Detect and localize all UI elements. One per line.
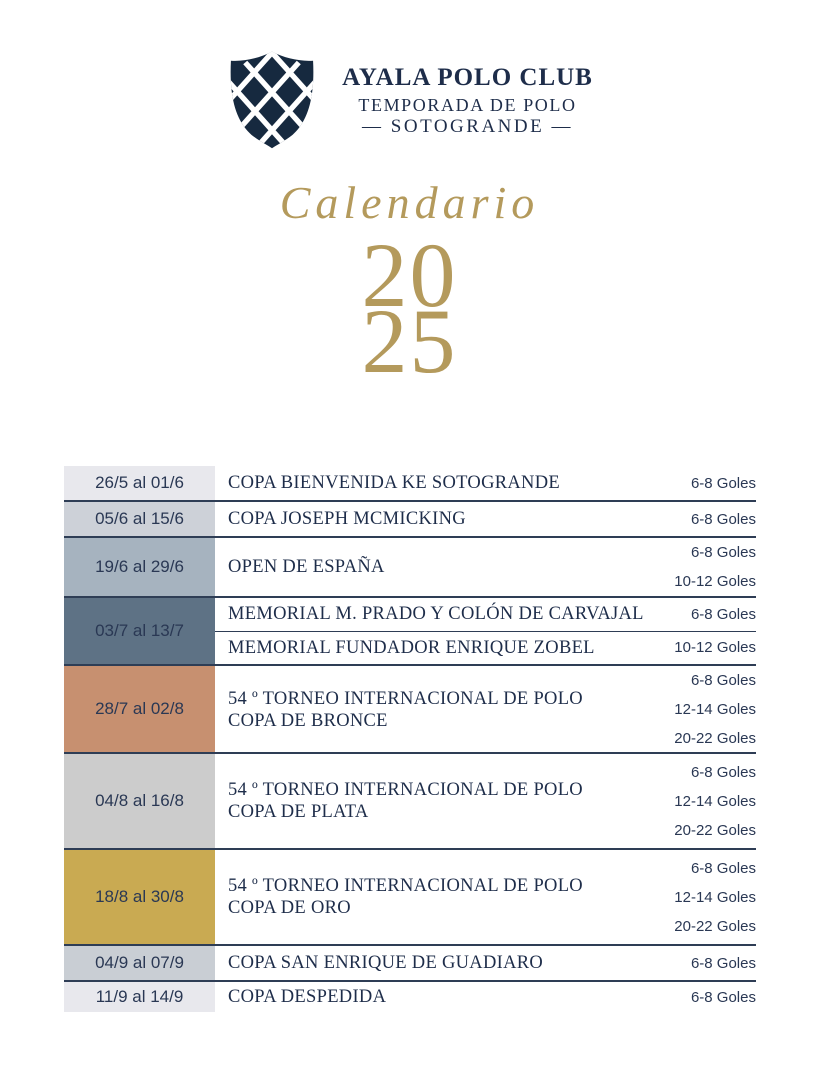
event-subtitle: COPA DE PLATA xyxy=(228,802,369,822)
row-events: COPA JOSEPH MCMICKING 6-8 Goles xyxy=(215,502,756,536)
date-range-cell: 26/5 al 01/6 xyxy=(64,466,215,500)
event-title: COPA DESPEDIDA xyxy=(228,987,387,1007)
goles-value: 20-22 Goles xyxy=(674,917,756,935)
date-range-cell: 04/8 al 16/8 xyxy=(64,754,215,848)
calendario-script-title: Calendario xyxy=(279,177,540,228)
event-row: COPA BIENVENIDA KE SOTOGRANDE 6-8 Goles xyxy=(215,466,756,500)
event-title: 54 º TORNEO INTERNACIONAL DE POLO xyxy=(228,780,583,800)
goles-value: 10-12 Goles xyxy=(674,573,756,590)
row-events: 54 º TORNEO INTERNACIONAL DE POLO COPA DE… xyxy=(215,850,756,944)
table-row: 03/7 al 13/7 MEMORIAL M. PRADO Y COLÓN DE… xyxy=(64,598,756,666)
goles-list: 6-8 Goles 12-14 Goles 20-22 Goles xyxy=(674,666,756,753)
event-name: COPA DESPEDIDA xyxy=(228,986,691,1008)
goles-value: 6-8 Goles xyxy=(690,859,756,877)
season-subtitle: TEMPORADA DE POLO xyxy=(358,94,577,115)
year-label: 20 25 xyxy=(0,224,819,392)
event-title: OPEN DE ESPAÑA xyxy=(228,557,385,577)
goles-list: 6-8 Goles xyxy=(691,949,756,978)
event-title: COPA BIENVENIDA KE SOTOGRANDE xyxy=(228,473,560,493)
event-title: MEMORIAL FUNDADOR ENRIQUE ZOBEL xyxy=(228,637,595,658)
calendar-table: 26/5 al 01/6 COPA BIENVENIDA KE SOTOGRAND… xyxy=(64,466,756,1012)
club-name: AYALA POLO CLUB xyxy=(342,63,593,91)
event-name: OPEN DE ESPAÑA xyxy=(228,556,674,578)
event-name: 54 º TORNEO INTERNACIONAL DE POLO COPA DE… xyxy=(228,688,674,732)
goles-value: 20-22 Goles xyxy=(674,821,756,839)
event-row: COPA JOSEPH MCMICKING 6-8 Goles xyxy=(215,502,756,536)
row-events: COPA SAN ENRIQUE DE GUADIARO 6-8 Goles xyxy=(215,946,756,980)
table-row: 11/9 al 14/9 COPA DESPEDIDA 6-8 Goles xyxy=(64,982,756,1012)
goles-value: 6-8 Goles xyxy=(690,954,756,972)
year-top-digits: 20 xyxy=(361,224,458,326)
table-row: 04/8 al 16/8 54 º TORNEO INTERNACIONAL DE… xyxy=(64,754,756,850)
event-row: 54 º TORNEO INTERNACIONAL DE POLO COPA DE… xyxy=(215,754,756,848)
event-name: COPA JOSEPH MCMICKING xyxy=(228,508,691,530)
table-row: 04/9 al 07/9 COPA SAN ENRIQUE DE GUADIARO… xyxy=(64,946,756,982)
event-name: 54 º TORNEO INTERNACIONAL DE POLO COPA DE… xyxy=(228,779,674,823)
table-row: 28/7 al 02/8 54 º TORNEO INTERNACIONAL DE… xyxy=(64,666,756,754)
goles-list: 10-12 Goles xyxy=(674,633,756,662)
table-row: 19/6 al 29/6 OPEN DE ESPAÑA 6-8 Goles 10-12… xyxy=(64,538,756,598)
event-title: 54 º TORNEO INTERNACIONAL DE POLO xyxy=(228,688,583,709)
row-events: 54 º TORNEO INTERNACIONAL DE POLO COPA DE… xyxy=(215,666,756,752)
event-title: COPA SAN ENRIQUE DE GUADIARO xyxy=(228,953,544,973)
event-row: 54 º TORNEO INTERNACIONAL DE POLO COPA DE… xyxy=(215,666,756,753)
goles-value: 12-14 Goles xyxy=(674,888,756,906)
row-events: COPA BIENVENIDA KE SOTOGRANDE 6-8 Goles xyxy=(215,466,756,500)
date-range-cell: 18/8 al 30/8 xyxy=(64,850,215,944)
row-events: COPA DESPEDIDA 6-8 Goles xyxy=(215,982,756,1012)
event-title: 54 º TORNEO INTERNACIONAL DE POLO xyxy=(228,876,583,896)
goles-value: 10-12 Goles xyxy=(674,639,756,657)
event-name: COPA BIENVENIDA KE SOTOGRANDE xyxy=(228,472,691,494)
goles-list: 6-8 Goles 10-12 Goles xyxy=(674,538,756,596)
date-range-cell: 05/6 al 15/6 xyxy=(64,502,215,536)
goles-value: 6-8 Goles xyxy=(690,763,756,781)
row-events: OPEN DE ESPAÑA 6-8 Goles 10-12 Goles xyxy=(215,538,756,596)
event-subtitle: COPA DE BRONCE xyxy=(228,710,388,731)
brand-header: AYALA POLO CLUB TEMPORADA DE POLO — SOTO… xyxy=(0,50,819,150)
goles-list: 6-8 Goles xyxy=(691,983,756,1012)
table-row: 26/5 al 01/6 COPA BIENVENIDA KE SOTOGRAND… xyxy=(64,466,756,502)
goles-list: 6-8 Goles xyxy=(691,469,756,498)
date-range-cell: 04/9 al 07/9 xyxy=(64,946,215,980)
goles-value: 6-8 Goles xyxy=(690,474,756,492)
event-name: COPA SAN ENRIQUE DE GUADIARO xyxy=(228,952,691,974)
event-title: COPA JOSEPH MCMICKING xyxy=(228,509,466,529)
goles-value: 6-8 Goles xyxy=(690,672,756,689)
event-title: MEMORIAL M. PRADO Y COLÓN DE CARVAJAL xyxy=(228,604,644,625)
event-row: OPEN DE ESPAÑA 6-8 Goles 10-12 Goles xyxy=(215,538,756,596)
goles-list: 6-8 Goles xyxy=(691,600,756,629)
brand-text-block: AYALA POLO CLUB TEMPORADA DE POLO — SOTO… xyxy=(342,63,593,138)
event-row: 54 º TORNEO INTERNACIONAL DE POLO COPA DE… xyxy=(215,850,756,944)
row-events: 54 º TORNEO INTERNACIONAL DE POLO COPA DE… xyxy=(215,754,756,848)
goles-list: 6-8 Goles 12-14 Goles 20-22 Goles xyxy=(674,758,756,845)
date-range-cell: 03/7 al 13/7 xyxy=(64,598,215,664)
goles-list: 6-8 Goles xyxy=(691,505,756,534)
event-row: COPA DESPEDIDA 6-8 Goles xyxy=(215,982,756,1012)
date-range-cell: 19/6 al 29/6 xyxy=(64,538,215,596)
goles-value: 6-8 Goles xyxy=(690,544,756,561)
event-name: MEMORIAL M. PRADO Y COLÓN DE CARVAJAL xyxy=(228,603,691,625)
event-name: 54 º TORNEO INTERNACIONAL DE POLO COPA DE… xyxy=(228,875,674,919)
table-row: 05/6 al 15/6 COPA JOSEPH MCMICKING 6-8 Gol… xyxy=(64,502,756,538)
goles-value: 12-14 Goles xyxy=(674,701,756,718)
goles-value: 6-8 Goles xyxy=(690,510,756,528)
club-crest-logo xyxy=(230,51,314,149)
goles-value: 20-22 Goles xyxy=(674,730,756,747)
goles-list: 6-8 Goles 12-14 Goles 20-22 Goles xyxy=(674,854,756,941)
date-range-cell: 11/9 al 14/9 xyxy=(64,982,215,1012)
event-row: COPA SAN ENRIQUE DE GUADIARO 6-8 Goles xyxy=(215,946,756,980)
event-row: MEMORIAL FUNDADOR ENRIQUE ZOBEL 10-12 Gol… xyxy=(215,630,756,665)
event-name: MEMORIAL FUNDADOR ENRIQUE ZOBEL xyxy=(228,637,674,659)
goles-value: 6-8 Goles xyxy=(690,605,756,623)
event-subtitle: COPA DE ORO xyxy=(228,898,351,918)
goles-value: 12-14 Goles xyxy=(674,792,756,810)
location-label: — SOTOGRANDE — xyxy=(362,115,573,137)
row-events: MEMORIAL M. PRADO Y COLÓN DE CARVAJAL 6-8… xyxy=(215,598,756,664)
event-row: MEMORIAL M. PRADO Y COLÓN DE CARVAJAL 6-8… xyxy=(215,598,756,631)
table-row: 18/8 al 30/8 54 º TORNEO INTERNACIONAL DE… xyxy=(64,850,756,946)
goles-value: 6-8 Goles xyxy=(690,988,756,1006)
year-bottom-digits: 25 xyxy=(361,290,458,392)
date-range-cell: 28/7 al 02/8 xyxy=(64,666,215,752)
